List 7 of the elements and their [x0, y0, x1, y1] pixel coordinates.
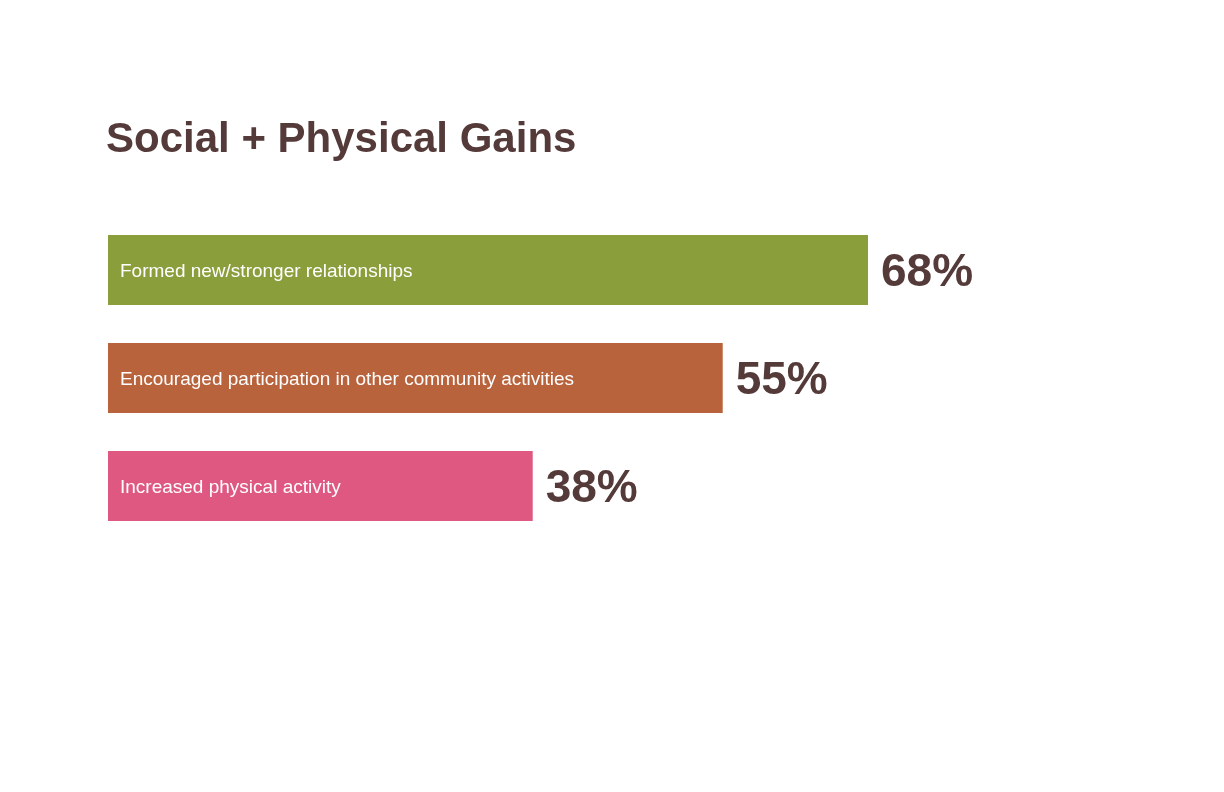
chart-title: Social + Physical Gains — [106, 114, 577, 161]
data-label: 38% — [545, 460, 638, 513]
y-tick-label: Formed new/stronger relationships — [120, 259, 413, 281]
data-label: 55% — [735, 352, 828, 405]
y-tick-label: Encouraged participation in other community activities — [120, 367, 575, 389]
data-label: 68% — [881, 244, 974, 297]
y-tick-label: Increased physical activity — [120, 475, 342, 497]
